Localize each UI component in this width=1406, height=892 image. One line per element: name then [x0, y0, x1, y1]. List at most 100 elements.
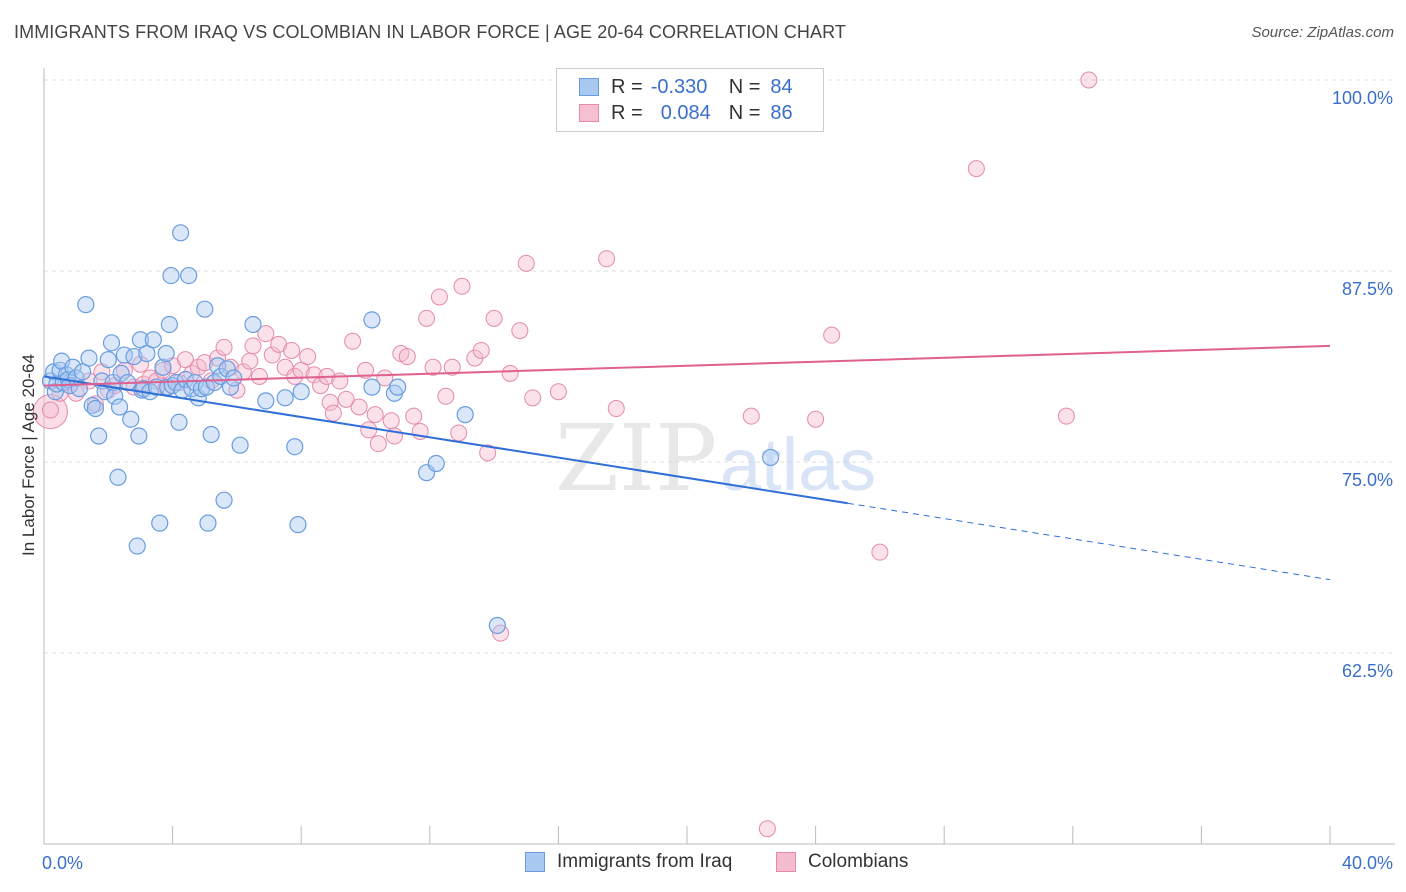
series-legend: Immigrants from Iraq Colombians: [0, 851, 1406, 877]
colombians-point: [350, 398, 368, 416]
iraq-point: [90, 427, 108, 445]
iraq-point: [99, 351, 117, 369]
colombians-point: [807, 410, 825, 428]
x-tick-label: 0.0%: [42, 853, 83, 873]
colombians-point: [424, 358, 442, 376]
watermark: ZIP atlas: [555, 405, 876, 512]
iraq-point: [225, 369, 243, 387]
iraq-point: [488, 616, 506, 635]
iraq-point: [122, 410, 140, 428]
iraq-point: [231, 436, 249, 454]
iraq-point: [144, 331, 162, 349]
legend-r-value: 0.084: [660, 101, 711, 124]
colombians-point: [485, 309, 503, 327]
axes: [43, 68, 1395, 845]
iraq-point: [160, 315, 178, 334]
legend-label-iraq: Immigrants from Iraq: [557, 851, 733, 872]
iraq-point: [276, 389, 294, 407]
iraq-point: [215, 491, 233, 509]
colombians-point: [305, 366, 323, 384]
iraq-trend-line: [43, 375, 848, 505]
y-tick-label: 100.0%: [1332, 88, 1393, 108]
legend-n-value: 84: [770, 75, 793, 98]
colombians-point: [196, 354, 214, 372]
legend-swatch-colombians: [579, 104, 599, 122]
source-label: Source: ZipAtlas.com: [1251, 24, 1394, 41]
colombians-point: [176, 351, 194, 369]
colombians-point: [32, 394, 68, 430]
iraq-point: [197, 378, 215, 396]
iraq-point: [205, 373, 223, 392]
iraq-point: [196, 300, 214, 318]
x-tick-label: 40.0%: [1342, 853, 1393, 873]
colombians-point: [369, 435, 387, 453]
colombians-point: [324, 404, 342, 422]
iraq-trend-extension: [847, 502, 1331, 581]
colombians-point: [598, 250, 616, 268]
legend-label-colombians: Colombians: [808, 851, 909, 872]
legend-n-label: N =: [728, 101, 761, 124]
colombians-point: [299, 348, 317, 366]
iraq-point: [170, 413, 188, 431]
colombians-point: [337, 390, 355, 408]
legend-n-value: 86: [770, 101, 793, 124]
colombians-point: [215, 338, 233, 356]
colombians-points: [32, 71, 1098, 838]
iraq-point: [176, 370, 195, 389]
colombians-point: [511, 322, 529, 340]
legend-item-colombians[interactable]: Colombians: [776, 851, 908, 873]
iraq-point: [292, 383, 310, 401]
iraq-point: [157, 344, 175, 363]
colombians-point: [742, 407, 760, 425]
legend-swatch-colombians: [776, 852, 796, 872]
colombians-point: [241, 352, 259, 370]
iraq-points: [41, 224, 780, 635]
iraq-point: [209, 357, 227, 375]
iraq-point: [64, 358, 82, 376]
colombians-point: [549, 383, 567, 401]
colombians-point: [360, 421, 378, 439]
colombians-point: [758, 820, 776, 838]
legend-r-label: R =: [611, 101, 643, 124]
iraq-point: [131, 331, 150, 349]
colombians-point: [398, 348, 416, 366]
iraq-point: [112, 364, 130, 382]
colombians-point: [524, 389, 542, 407]
colombians-point: [437, 387, 455, 405]
iraq-point: [154, 358, 172, 376]
x-tick-labels: 0.0% 40.0%: [42, 853, 1393, 873]
legend-swatch-iraq: [579, 78, 599, 96]
iraq-point: [218, 360, 236, 378]
iraq-point: [83, 396, 101, 415]
colombians-point: [257, 325, 275, 343]
iraq-point: [761, 448, 780, 467]
iraq-point: [363, 378, 381, 396]
iraq-point: [162, 266, 180, 285]
colombians-point: [344, 332, 362, 350]
legend-row-colombians: R = 0.084 N = 86: [579, 101, 793, 125]
stats-legend: R = -0.330 N = 84 R = 0.084 N = 86: [556, 68, 824, 132]
colombians-point: [430, 288, 448, 306]
colombians-point: [1080, 71, 1098, 89]
iraq-point: [151, 514, 169, 532]
colombians-point: [263, 346, 281, 364]
iraq-point: [389, 378, 407, 396]
iraq-point: [363, 311, 381, 329]
legend-item-iraq[interactable]: Immigrants from Iraq: [525, 851, 732, 873]
legend-row-iraq: R = -0.330 N = 84: [579, 75, 793, 99]
watermark-zip: ZIP: [555, 405, 717, 512]
y-tick-labels: 100.0% 87.5% 75.0% 62.5%: [1332, 88, 1393, 681]
iraq-point: [128, 537, 146, 555]
iraq-point: [257, 392, 275, 410]
iraq-point: [180, 266, 198, 285]
colombians-point: [607, 400, 625, 418]
legend-n-label: N =: [728, 75, 761, 98]
colombians-point: [450, 424, 468, 442]
colombians-point: [871, 543, 889, 561]
legend-r-value: -0.330: [650, 75, 708, 98]
iraq-point: [286, 438, 304, 456]
colombians-point: [501, 364, 519, 382]
iraq-point: [77, 296, 95, 314]
legend-swatch-iraq: [525, 852, 545, 872]
